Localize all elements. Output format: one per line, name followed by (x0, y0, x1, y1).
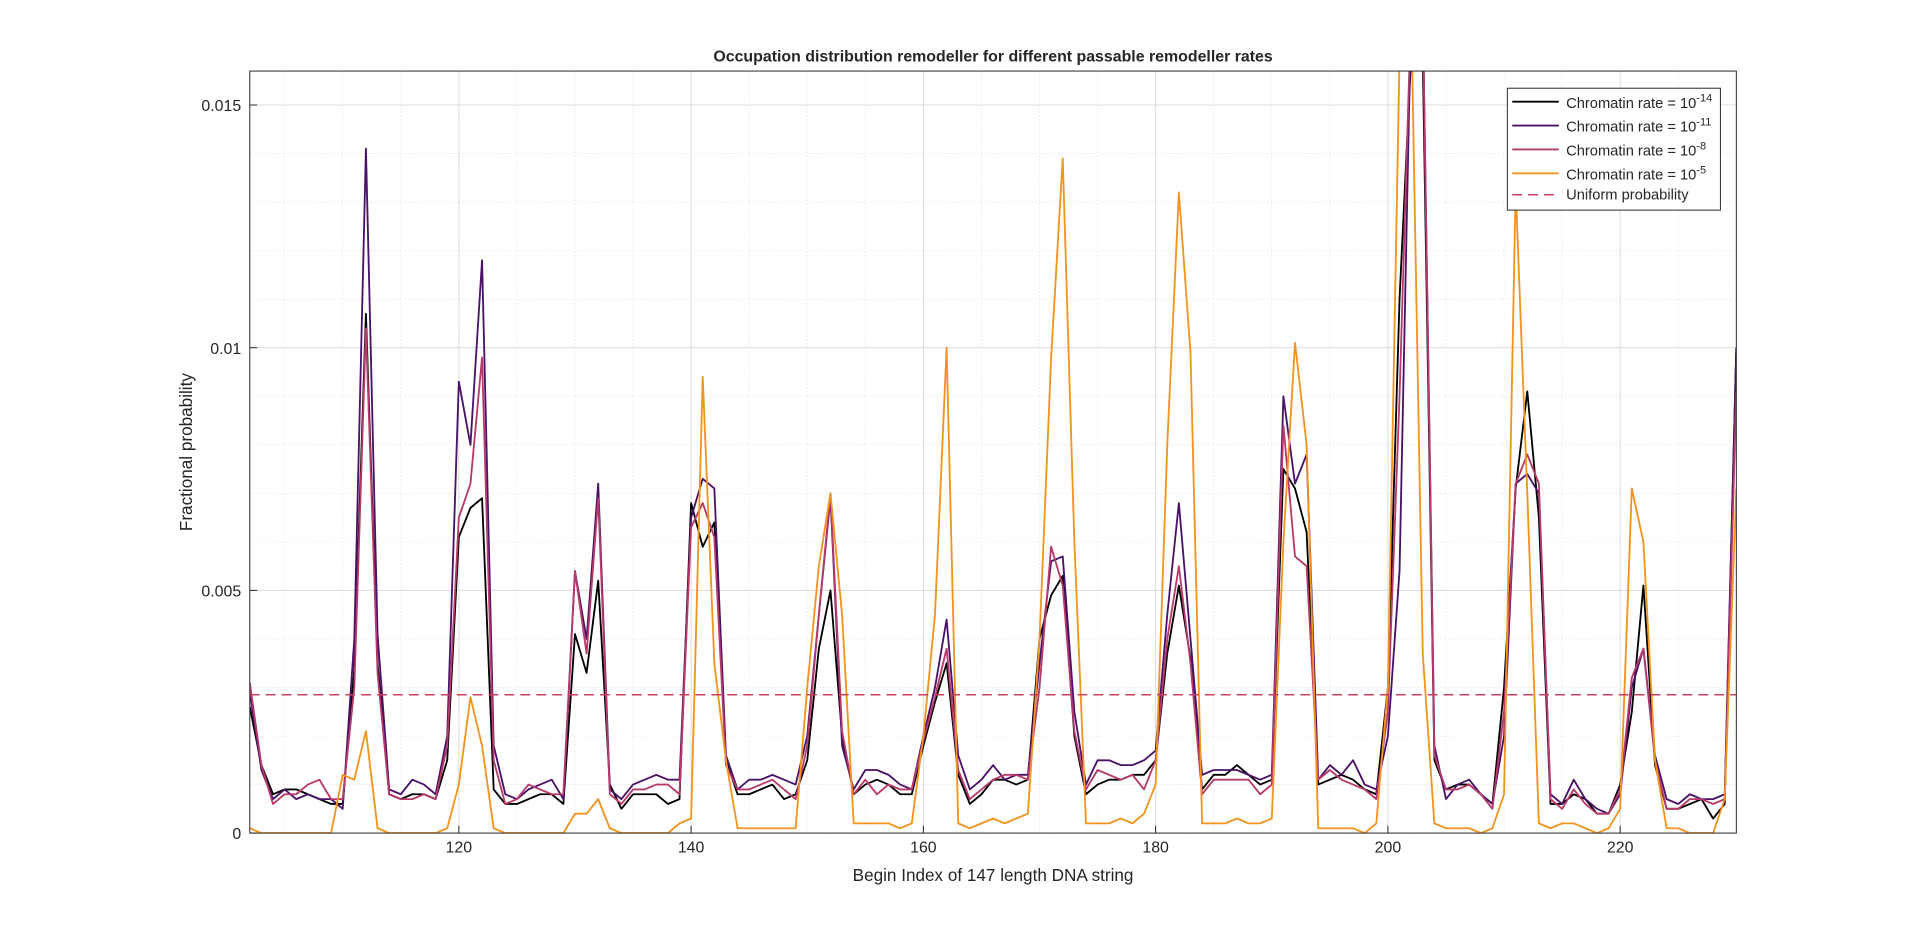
y-tick-label: 0 (232, 826, 241, 843)
y-tick-label: 0.01 (210, 341, 241, 358)
x-tick-label: 140 (678, 840, 705, 857)
axes-box (249, 70, 1737, 834)
legend-label-exponent: -11 (1696, 117, 1711, 129)
series-line (249, 71, 1737, 815)
legend-label: Uniform probability (1566, 188, 1689, 204)
lines (249, 71, 1737, 834)
y-tick-label: 0.005 (201, 584, 241, 601)
series-line (249, 71, 1737, 834)
x-axis-label: Begin Index of 147 length DNA string (853, 865, 1134, 885)
series-line (249, 71, 1737, 815)
legend-label-exponent: -5 (1696, 164, 1706, 176)
legend-label-base: Chromatin rate = 10 (1566, 167, 1696, 183)
plot-area (249, 71, 1737, 834)
x-tick-label: 160 (910, 840, 937, 857)
x-tick-label: 180 (1142, 840, 1169, 857)
legend-label-exponent: -14 (1696, 93, 1712, 105)
y-tick-label: 0.015 (201, 98, 241, 115)
x-tick-label: 120 (446, 840, 473, 857)
x-tick-label: 220 (1607, 840, 1634, 857)
legend-label: Chromatin rate = 10-8 (1566, 140, 1706, 159)
y-axis-label: Fractional probability (176, 373, 196, 531)
legend-label: Chromatin rate = 10-14 (1566, 93, 1712, 112)
x-tick-label: 200 (1375, 840, 1402, 857)
legend-label-exponent: -8 (1696, 140, 1706, 152)
legend-label: Chromatin rate = 10-5 (1566, 164, 1706, 183)
legend-label-base: Chromatin rate = 10 (1566, 144, 1696, 160)
legend-label: Chromatin rate = 10-11 (1566, 117, 1711, 136)
chart-title: Occupation distribution remodeller for d… (713, 48, 1273, 65)
grid (249, 71, 1737, 834)
legend-label-base: Chromatin rate = 10 (1566, 120, 1696, 136)
legend-label-base: Chromatin rate = 10 (1566, 96, 1696, 112)
ticks: 120 140 160 180 200 220 0 0.005 0.01 0.015 (201, 98, 1633, 857)
